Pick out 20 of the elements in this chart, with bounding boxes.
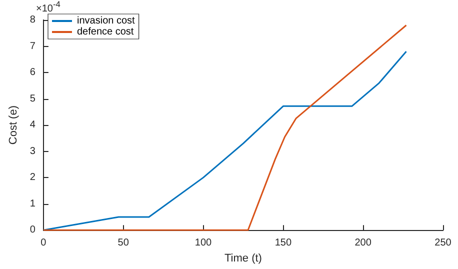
- y-axis-title: Cost (e): [8, 105, 20, 145]
- x-tick-label: 250: [434, 238, 452, 249]
- legend-label: invasion cost: [77, 16, 136, 26]
- x-tick-label: 50: [118, 238, 130, 249]
- y-tick-label: 0: [30, 224, 36, 236]
- text: ×10$^{-4}$: [36, 0, 60, 14]
- x-tick-label: 200: [354, 238, 372, 249]
- y-tick-label: 5: [30, 93, 36, 104]
- x-tick-label: 150: [274, 238, 292, 249]
- legend-label: defence cost: [77, 26, 134, 38]
- y-tick-label: 6: [30, 67, 36, 78]
- y-tick-label: 3: [30, 146, 36, 157]
- y-tick-label: 7: [30, 40, 36, 52]
- y-tick-label: 8: [30, 14, 36, 26]
- y-tick-label: 4: [30, 120, 36, 131]
- x-tick-label: 0: [40, 238, 47, 249]
- y-tick-label: 2: [30, 172, 36, 184]
- y-tick-label: 1: [30, 198, 36, 210]
- x-tick-label: 100: [194, 238, 212, 249]
- x-axis-title: Time (t): [224, 252, 262, 264]
